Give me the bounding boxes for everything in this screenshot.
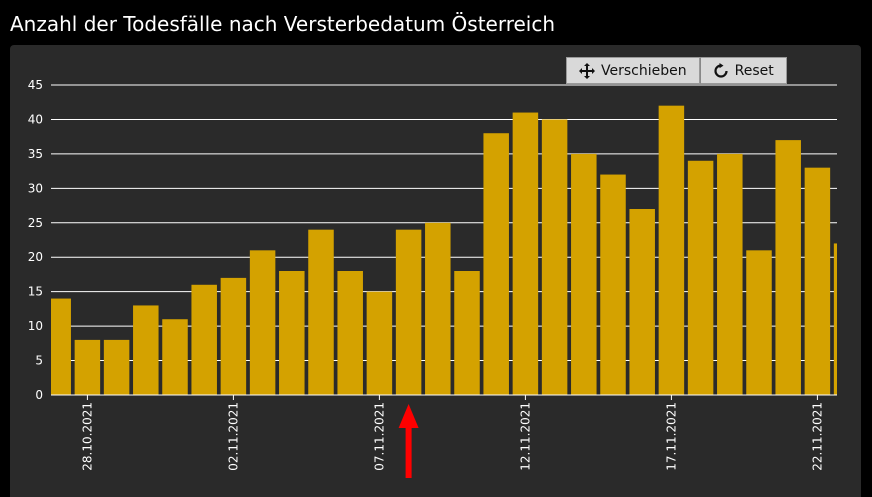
bar bbox=[367, 292, 393, 395]
bar bbox=[279, 271, 305, 395]
y-tick-label: 20 bbox=[28, 250, 43, 264]
y-tick-label: 15 bbox=[28, 285, 43, 299]
bar bbox=[805, 168, 831, 395]
y-tick-label: 35 bbox=[28, 147, 43, 161]
bar bbox=[191, 285, 217, 395]
y-tick-label: 10 bbox=[28, 319, 43, 333]
x-tick-label: 02.11.2021 bbox=[226, 402, 240, 471]
bar bbox=[45, 299, 70, 395]
y-tick-label: 45 bbox=[28, 78, 43, 92]
bar bbox=[629, 209, 655, 395]
pan-button[interactable]: Verschieben bbox=[566, 57, 700, 84]
bar bbox=[221, 278, 247, 395]
bar bbox=[688, 161, 714, 395]
x-tick-label: 22.11.2021 bbox=[810, 402, 824, 471]
bar bbox=[659, 106, 685, 395]
y-tick-label: 30 bbox=[28, 181, 43, 195]
bar bbox=[542, 119, 568, 395]
x-tick-label: 28.10.2021 bbox=[80, 402, 94, 471]
y-tick-label: 5 bbox=[35, 354, 43, 368]
bar bbox=[513, 113, 539, 395]
move-icon bbox=[579, 63, 595, 79]
y-tick-label: 0 bbox=[35, 388, 43, 402]
bar bbox=[600, 175, 626, 395]
reset-button-label: Reset bbox=[735, 63, 774, 79]
chart-toolbar: Verschieben Reset bbox=[566, 57, 787, 84]
bar bbox=[133, 305, 159, 395]
x-tick-label: 12.11.2021 bbox=[518, 402, 532, 471]
bar bbox=[75, 340, 101, 395]
bar bbox=[104, 340, 130, 395]
bar bbox=[162, 319, 188, 395]
bar bbox=[308, 230, 334, 395]
bar bbox=[396, 230, 422, 395]
refresh-icon bbox=[713, 63, 729, 79]
bar bbox=[425, 223, 451, 395]
y-tick-label: 40 bbox=[28, 112, 43, 126]
reset-button[interactable]: Reset bbox=[700, 57, 787, 84]
bar bbox=[571, 154, 597, 395]
bar bbox=[746, 250, 772, 395]
annotation-arrow-head bbox=[399, 404, 419, 428]
pan-button-label: Verschieben bbox=[601, 63, 687, 79]
bar bbox=[483, 133, 509, 395]
x-tick-label: 17.11.2021 bbox=[664, 402, 678, 471]
bar bbox=[454, 271, 480, 395]
bar bbox=[337, 271, 363, 395]
bar bbox=[775, 140, 801, 395]
bar bbox=[834, 243, 860, 395]
bar bbox=[717, 154, 743, 395]
bar bbox=[250, 250, 276, 395]
y-tick-label: 25 bbox=[28, 216, 43, 230]
x-tick-label: 07.11.2021 bbox=[372, 402, 386, 471]
